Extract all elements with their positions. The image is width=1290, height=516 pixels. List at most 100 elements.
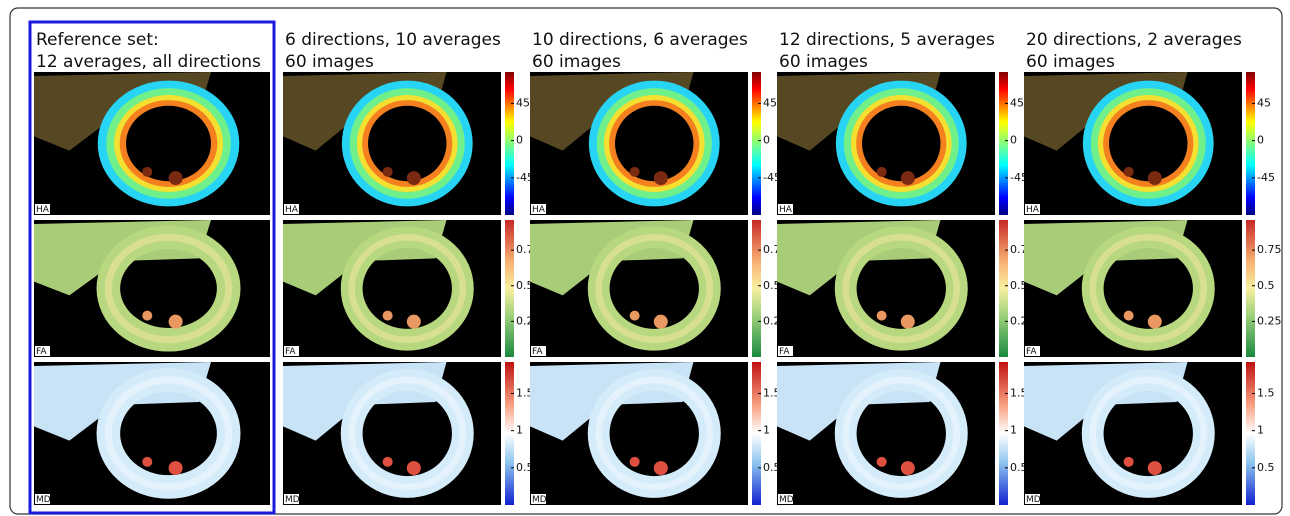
- blob: [1148, 171, 1162, 185]
- panel-label: MD: [1026, 495, 1041, 505]
- panel-label: FA: [285, 347, 296, 357]
- figure: Reference set:12 averages, all direction…: [0, 0, 1290, 516]
- colorbar: [752, 362, 761, 505]
- colorbar-tick-label: 45: [516, 96, 530, 109]
- panel-label: FA: [1026, 347, 1037, 357]
- colorbar-tick-label: -45: [1257, 171, 1275, 184]
- blob: [630, 457, 640, 467]
- blob: [877, 311, 887, 321]
- column-title: 10 directions, 6 averages: [532, 30, 748, 50]
- blob: [654, 171, 668, 185]
- blob: [407, 171, 421, 185]
- map-image: HA: [34, 72, 270, 215]
- blob: [383, 167, 393, 177]
- blob: [901, 315, 915, 329]
- map-image: MD 1.5 1 0.5: [1024, 362, 1275, 505]
- colorbar-tick-label: 0.25: [1257, 314, 1282, 327]
- blob: [901, 461, 915, 475]
- column-title: 60 images: [779, 52, 868, 72]
- panel-label: HA: [532, 205, 546, 215]
- blob: [1148, 315, 1162, 329]
- colorbar-tick-label: 1: [763, 424, 770, 437]
- blob: [877, 457, 887, 467]
- blob: [407, 461, 421, 475]
- lumen: [368, 106, 446, 182]
- colorbar: [1246, 72, 1255, 215]
- map-image: MD: [34, 362, 270, 505]
- blob: [169, 171, 183, 185]
- lumen: [1109, 106, 1187, 182]
- blob: [142, 167, 152, 177]
- colorbar: [505, 72, 514, 215]
- blob: [654, 461, 668, 475]
- panel-label: FA: [779, 347, 790, 357]
- column-title: 60 images: [532, 52, 621, 72]
- panel-label: FA: [36, 347, 47, 357]
- colorbar: [1246, 362, 1255, 505]
- colorbar-tick-label: 45: [763, 96, 777, 109]
- blob: [169, 461, 183, 475]
- blob: [877, 167, 887, 177]
- blob: [901, 171, 915, 185]
- column-title: 60 images: [285, 52, 374, 72]
- colorbar-tick-label: 1: [1257, 424, 1264, 437]
- colorbar-tick-label: 0: [1257, 134, 1264, 147]
- colorbar: [999, 362, 1008, 505]
- colorbar-tick-label: 1.5: [1257, 386, 1275, 399]
- blob: [630, 167, 640, 177]
- blob: [169, 315, 183, 329]
- map-image: MD1.510.5: [530, 362, 781, 505]
- colorbar-tick-label: 0.75: [1257, 243, 1282, 256]
- lumen: [126, 106, 211, 182]
- map-image: FA0.750.50.25: [283, 220, 541, 357]
- blob: [142, 311, 152, 321]
- map-image: FA0.750.50.25: [530, 220, 788, 357]
- colorbar-tick-label: 1: [1010, 424, 1017, 437]
- colorbar-tick-label: 0.5: [1257, 279, 1275, 292]
- column-title: Reference set:: [36, 30, 159, 50]
- blob: [654, 315, 668, 329]
- column-title: 12 directions, 5 averages: [779, 30, 995, 50]
- map-image: FA0.750.50.25: [777, 220, 1035, 357]
- lumen: [862, 106, 940, 182]
- blob: [142, 457, 152, 467]
- colorbar-tick-label: 0: [1010, 134, 1017, 147]
- map-image: FA 0.75 0.5 0.25: [1024, 220, 1282, 357]
- column-title: 6 directions, 10 averages: [285, 30, 501, 50]
- colorbar: [999, 72, 1008, 215]
- blob: [630, 311, 640, 321]
- panel-label: MD: [779, 495, 794, 505]
- colorbar: [999, 220, 1008, 357]
- lumen: [615, 106, 693, 182]
- colorbar-tick-label: 0: [763, 134, 770, 147]
- panel-label: MD: [36, 495, 51, 505]
- colorbar-tick-label: 45: [1010, 96, 1024, 109]
- colorbar-tick-label: 45: [1257, 96, 1271, 109]
- colorbar: [505, 362, 514, 505]
- panel-label: MD: [285, 495, 300, 505]
- column-title: 60 images: [1026, 52, 1115, 72]
- map-image: MD1.510.5: [283, 362, 534, 505]
- blob: [1124, 457, 1134, 467]
- panel-label: FA: [532, 347, 543, 357]
- colorbar-tick-label: 0: [516, 134, 523, 147]
- colorbar: [505, 220, 514, 357]
- column-title: 20 directions, 2 averages: [1026, 30, 1242, 50]
- blob: [383, 311, 393, 321]
- panel-label: MD: [532, 495, 547, 505]
- colorbar: [752, 220, 761, 357]
- panel-label: HA: [779, 205, 793, 215]
- blob: [407, 315, 421, 329]
- colorbar-tick-label: 0.5: [1257, 461, 1275, 474]
- map-image: FA: [34, 220, 270, 357]
- map-image: HA450-45: [777, 72, 1028, 215]
- colorbar: [1246, 220, 1255, 357]
- blob: [1124, 311, 1134, 321]
- panel-label: HA: [285, 205, 299, 215]
- blob: [1148, 461, 1162, 475]
- column-title: 12 averages, all directions: [36, 52, 261, 72]
- blob: [383, 457, 393, 467]
- map-image: MD1.510.5: [777, 362, 1028, 505]
